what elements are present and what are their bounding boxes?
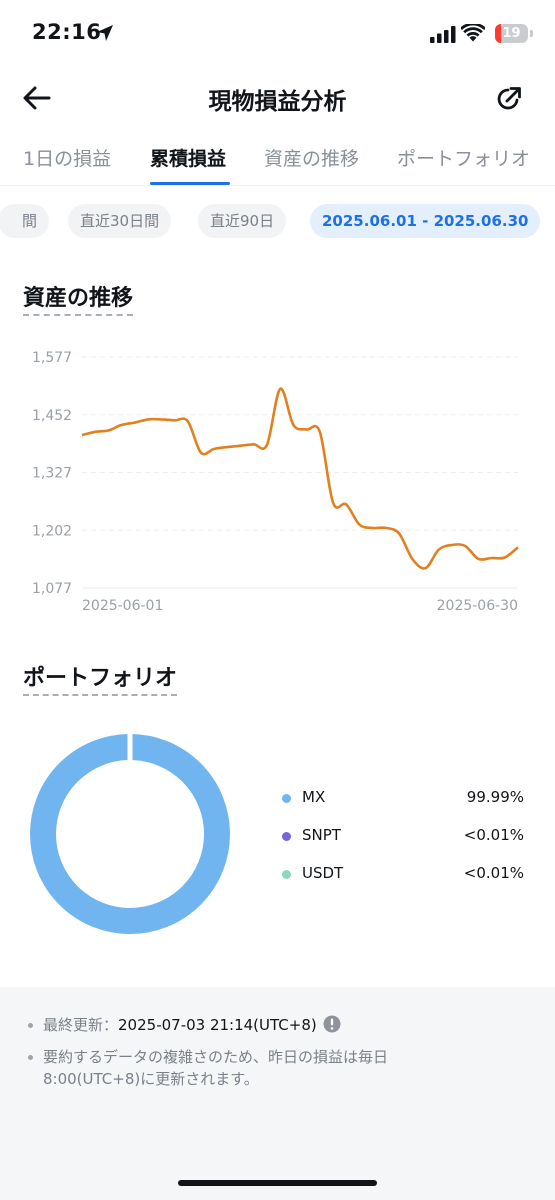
home-indicator — [178, 1180, 377, 1186]
portfolio-title[interactable]: ポートフォリオ — [23, 660, 178, 696]
series-line — [81, 387, 519, 570]
wifi-icon — [461, 24, 485, 42]
tab-bar: 1日の損益 累積損益 資産の推移 ポートフォリオ — [0, 132, 555, 186]
asset-trend-title[interactable]: 資産の推移 — [23, 280, 134, 316]
legend-item-usdt: USDT <0.01% — [282, 862, 524, 886]
legend-name: SNPT — [302, 826, 341, 844]
status-bar: 22:16 19 — [0, 0, 555, 70]
status-time: 22:16 — [32, 20, 102, 44]
tab-cumulative-pnl[interactable]: 累積損益 — [150, 148, 227, 170]
legend-value: 99.99% — [466, 788, 524, 806]
info-circle-icon[interactable] — [323, 1015, 341, 1033]
last-updated-note: 最終更新：2025-07-03 21:14(UTC+8) — [43, 1014, 341, 1036]
filter-chip-partial[interactable]: 間 — [0, 204, 50, 238]
filter-chip-custom-range[interactable]: 2025.06.01 - 2025.06.30 — [310, 204, 541, 238]
disclaimer-note: 要約するデータの複雑さのため、昨日の損益は毎日 8:00(UTC+8)に更新され… — [43, 1046, 388, 1090]
y-tick-label: 1,577 — [32, 350, 72, 366]
legend-name: MX — [302, 788, 326, 806]
y-tick-label: 1,452 — [32, 408, 72, 424]
legend-name: USDT — [302, 864, 344, 882]
arrow-left-icon[interactable] — [22, 84, 52, 112]
battery-cap — [530, 30, 533, 37]
page-title: 現物損益分析 — [208, 89, 347, 115]
battery-fill — [495, 24, 502, 43]
y-tick-label: 1,327 — [32, 466, 72, 482]
battery-level: 19 — [502, 26, 521, 41]
disclaimer-line-2: 8:00(UTC+8)に更新されます。 — [43, 1070, 259, 1088]
y-tick-label: 1,077 — [32, 581, 72, 597]
disclaimer-line-1: 要約するデータの複雑さのため、昨日の損益は毎日 — [43, 1048, 389, 1066]
legend-dot-mx — [282, 794, 291, 803]
battery-icon: 19 — [495, 24, 528, 43]
legend-dot-snpt — [282, 832, 291, 841]
legend-value: <0.01% — [463, 826, 524, 844]
last-updated-label: 最終更新： — [43, 1016, 119, 1034]
active-tab-indicator — [150, 182, 230, 185]
asset-trend-chart: 1,577 1,452 1,327 1,202 1,077 2025-06-01 2025-… — [32, 350, 519, 614]
legend-value: <0.01% — [463, 864, 524, 882]
bullet — [28, 1055, 33, 1060]
tab-daily-pnl[interactable]: 1日の損益 — [23, 148, 112, 170]
tab-asset-trend[interactable]: 資産の推移 — [264, 148, 360, 170]
filter-chip-90d[interactable]: 直近90日 — [198, 204, 287, 238]
location-arrow-icon — [97, 25, 113, 41]
tab-portfolio[interactable]: ポートフォリオ — [397, 148, 531, 170]
legend-item-mx: MX 99.99% — [282, 786, 524, 810]
last-updated-value: 2025-07-03 21:14(UTC+8) — [118, 1016, 317, 1034]
filter-chip-30d[interactable]: 直近30日間 — [68, 204, 172, 238]
donut-slice-mx — [30, 734, 230, 934]
notes-panel: 最終更新：2025-07-03 21:14(UTC+8) 要約するデータの複雑さ… — [0, 987, 555, 1200]
y-tick-label: 1,202 — [32, 523, 72, 539]
legend-dot-usdt — [282, 870, 291, 879]
portfolio-donut-chart — [30, 729, 230, 934]
donut-gap — [127, 729, 133, 767]
share-icon[interactable] — [494, 84, 524, 114]
x-tick-label: 2025-06-01 — [82, 598, 163, 614]
bullet — [28, 1023, 33, 1028]
x-tick-label: 2025-06-30 — [437, 598, 518, 614]
cellular-signal-icon — [430, 26, 456, 43]
legend-item-snpt: SNPT <0.01% — [282, 824, 524, 848]
